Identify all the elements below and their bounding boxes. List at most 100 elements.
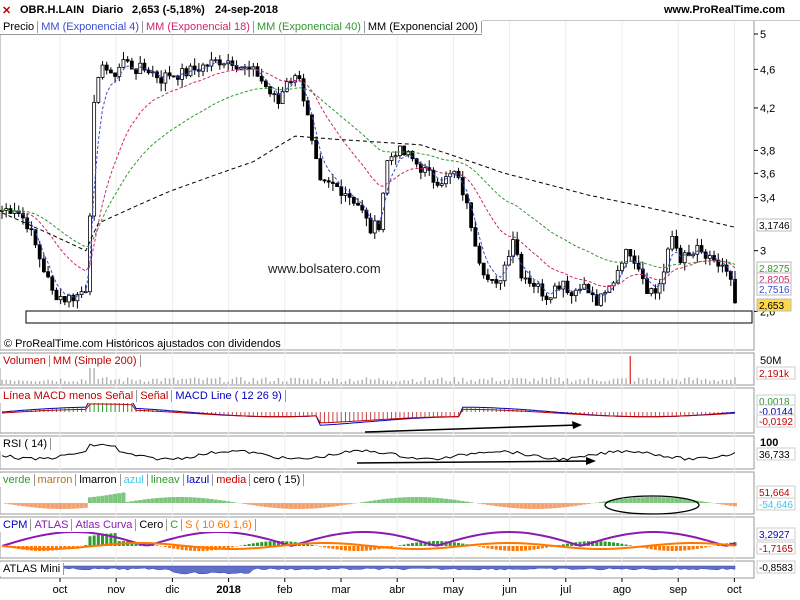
legend-atlas-curva[interactable]: Atlas Curva	[72, 519, 137, 531]
site-label[interactable]: www.ProRealTime.com	[664, 4, 786, 16]
price-value-box	[756, 218, 792, 232]
legend-atlas-mini[interactable]: ATLAS Mini	[0, 563, 65, 575]
candle-body	[129, 60, 134, 70]
legend-cero-cpm[interactable]: Cero	[136, 519, 168, 531]
legend-rsi[interactable]: RSI ( 14)	[0, 438, 52, 450]
candle-body	[494, 279, 499, 284]
legend-macd-line[interactable]: MACD Line ( 12 26 9)	[172, 390, 286, 402]
candle-body	[318, 158, 323, 181]
candle-body	[544, 295, 549, 301]
legend-lineav[interactable]: lineav	[147, 474, 184, 486]
candle-body	[603, 292, 608, 295]
candle-body	[351, 196, 356, 204]
candle-body	[519, 253, 524, 279]
candle-body	[645, 278, 649, 295]
candle-body	[687, 252, 691, 257]
chart-header: ✕ OBR.H.LAIN Diario 2,653 (-5,18%) 24-se…	[0, 0, 800, 21]
candle-body	[653, 288, 658, 294]
support-zone-rectangle	[25, 310, 753, 324]
price-value-box	[756, 298, 792, 312]
candle-body	[209, 59, 214, 67]
legend-cpm[interactable]: CPM	[0, 519, 32, 531]
indicator-value-label: 36,733	[759, 450, 790, 461]
watermark-text: www.bolsatero.com	[267, 261, 381, 276]
candle-body	[305, 100, 310, 116]
candle-body	[205, 64, 210, 67]
legend-price[interactable]: Precio	[0, 21, 39, 33]
candle-body	[96, 77, 101, 103]
candle-body	[243, 66, 247, 69]
atlas-mini-panel-frame	[0, 560, 755, 579]
price-tick-label: 3,8	[760, 145, 775, 157]
candle-body	[272, 93, 277, 96]
candle-body	[125, 59, 130, 62]
legend-cero[interactable]: cero ( 15)	[250, 474, 305, 486]
legend-ema200[interactable]: MM (Exponencial 200)	[364, 21, 482, 33]
candle-body	[146, 69, 151, 74]
candle-body	[418, 163, 423, 173]
legend-macd-hist[interactable]: Línea MACD menos Señal	[0, 390, 138, 402]
candle-body	[548, 297, 553, 301]
legend-ema40[interactable]: MM (Exponencial 40)	[253, 21, 365, 33]
candle-body	[37, 244, 42, 260]
candle-body	[599, 293, 603, 306]
candle-body	[657, 283, 662, 294]
price-value-label: 2,7516	[759, 285, 790, 296]
legend-s[interactable]: S ( 10 60 1,6)	[182, 519, 256, 531]
candle-body	[439, 183, 444, 186]
indicator-value-box	[756, 527, 796, 541]
candle-body	[238, 67, 243, 70]
candle-body	[406, 150, 411, 156]
legend-marron[interactable]: marron	[34, 474, 77, 486]
x-tick-label: nov	[107, 584, 125, 596]
legend-azul[interactable]: azul	[120, 474, 148, 486]
x-tick-label: oct	[53, 584, 68, 596]
x-tick-label: jun	[501, 584, 517, 596]
legend-ema18[interactable]: MM (Exponencial 18)	[143, 21, 254, 33]
legend-media[interactable]: media	[213, 474, 251, 486]
candle-body	[532, 282, 536, 287]
indicator-value-box	[756, 541, 796, 555]
indicator-value-box	[756, 366, 796, 380]
volume-legend: Volumen MM (Simple 200)	[0, 354, 141, 368]
ema18-line	[1, 68, 736, 288]
atlas-mini-legend: ATLAS Mini	[0, 562, 65, 576]
candle-body	[590, 292, 595, 296]
candle-body	[284, 81, 289, 92]
legend-c[interactable]: C	[167, 519, 183, 531]
candle-body	[720, 264, 725, 267]
candle-body	[393, 155, 398, 158]
cpm-legend: CPM ATLAS Atlas Curva Cero C S ( 10 60 1,6)	[0, 518, 256, 532]
legend-volume[interactable]: Volumen	[0, 355, 50, 367]
candle-body	[54, 289, 59, 301]
candle-body	[527, 277, 532, 284]
candle-body	[402, 145, 407, 156]
close-icon[interactable]: ✕	[2, 5, 12, 17]
legend-verde[interactable]: verde	[0, 474, 35, 486]
subpanels-layer	[1, 356, 737, 575]
x-tick-label: feb	[277, 584, 292, 596]
candle-body	[594, 294, 599, 306]
candle-body	[389, 156, 394, 162]
candle-body	[733, 278, 737, 304]
candle-body	[71, 294, 76, 302]
legend-lmarron[interactable]: lmarron	[76, 474, 121, 486]
candle-body	[578, 288, 582, 291]
candle-body	[552, 285, 557, 299]
candle-body	[452, 170, 457, 175]
cpm-s-line	[1, 542, 736, 550]
candle-body	[100, 64, 105, 78]
candle-body	[485, 274, 490, 280]
price-value-label: 2,8205	[759, 275, 790, 286]
legend-lazul[interactable]: lazul	[183, 474, 214, 486]
price-layer	[0, 51, 737, 309]
price-value-box	[756, 282, 792, 296]
candle-body	[213, 59, 218, 62]
candle-body	[498, 280, 503, 284]
indicator-value-label: 0,0018	[759, 397, 790, 408]
legend-volume-sma[interactable]: MM (Simple 200)	[49, 355, 141, 367]
legend-atlas[interactable]: ATLAS	[31, 519, 73, 531]
legend-macd-signal[interactable]: Señal	[137, 390, 173, 402]
legend-ema4[interactable]: MM (Exponencial 4)	[38, 21, 144, 33]
candle-body	[297, 75, 302, 80]
